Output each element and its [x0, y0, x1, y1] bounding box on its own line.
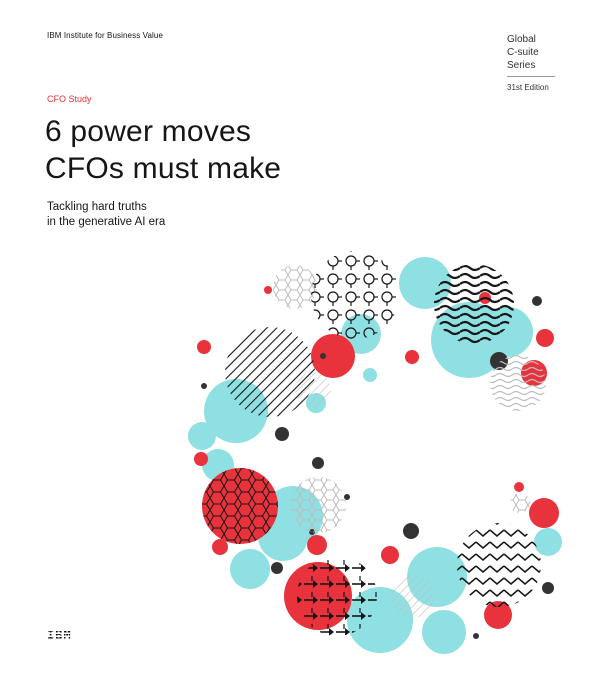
institute-label: IBM Institute for Business Value — [47, 31, 163, 40]
series-line: C-suite — [507, 47, 539, 58]
series-badge: Global C-suite Series 31st Edition — [507, 33, 559, 94]
edition-label: 31st Edition — [507, 83, 549, 92]
series-line: Series — [507, 60, 536, 71]
page-title: 6 power moves CFOs must make — [45, 113, 281, 187]
title-line: CFOs must make — [45, 152, 282, 185]
study-tag: CFO Study — [47, 94, 92, 104]
ibm-logo: IBM — [47, 628, 72, 642]
subtitle: Tackling hard truths in the generative A… — [47, 200, 165, 230]
title-line: 6 power moves — [45, 115, 252, 148]
subtitle-line: Tackling hard truths — [47, 201, 147, 213]
subtitle-line: in the generative AI era — [47, 216, 166, 228]
series-line: Global — [507, 34, 536, 45]
series-divider — [507, 76, 555, 77]
logo-text: IBM — [47, 628, 72, 642]
